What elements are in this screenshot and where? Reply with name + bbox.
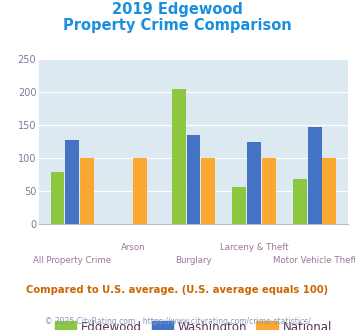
Text: © 2025 CityRating.com - https://www.cityrating.com/crime-statistics/: © 2025 CityRating.com - https://www.city…	[45, 317, 310, 326]
Bar	[65, 140, 79, 224]
Bar	[133, 158, 147, 224]
Text: Larceny & Theft: Larceny & Theft	[220, 243, 288, 251]
Bar	[201, 158, 215, 224]
Bar	[308, 127, 322, 224]
Bar	[262, 158, 276, 224]
Text: Burglary: Burglary	[175, 256, 212, 265]
Text: Arson: Arson	[121, 243, 145, 251]
Text: All Property Crime: All Property Crime	[33, 256, 111, 265]
Text: Compared to U.S. average. (U.S. average equals 100): Compared to U.S. average. (U.S. average …	[26, 285, 329, 295]
Text: 2019 Edgewood: 2019 Edgewood	[112, 2, 243, 16]
Text: Motor Vehicle Theft: Motor Vehicle Theft	[273, 256, 355, 265]
Legend: Edgewood, Washington, National: Edgewood, Washington, National	[50, 316, 337, 330]
Bar	[293, 179, 307, 224]
Bar	[50, 172, 65, 224]
Bar	[186, 135, 201, 224]
Bar	[322, 158, 337, 224]
Bar	[172, 89, 186, 224]
Bar	[80, 158, 94, 224]
Text: Property Crime Comparison: Property Crime Comparison	[63, 18, 292, 33]
Bar	[247, 142, 261, 224]
Bar	[232, 187, 246, 224]
